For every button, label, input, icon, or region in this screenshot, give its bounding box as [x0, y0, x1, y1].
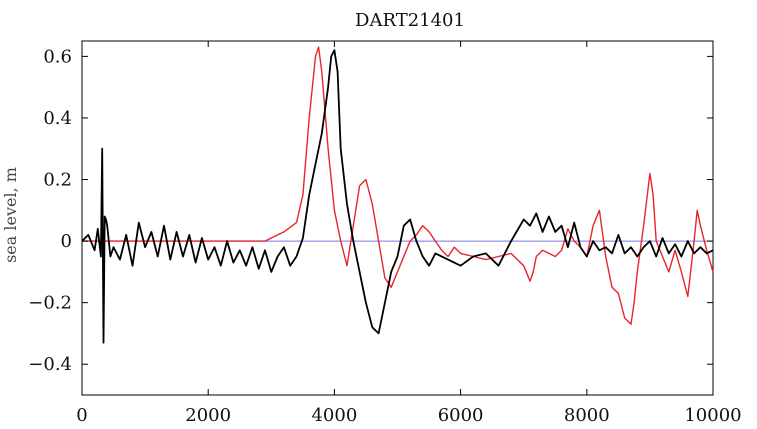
y-tick-label: 0.2 [43, 170, 72, 191]
axis-layer: 0 2000 4000 6000 8000 10000 −0.4 −0.2 0 0.2 0.4 0.6 [28, 41, 742, 426]
y-tick-label: −0.4 [28, 354, 72, 375]
x-tick-label: 10000 [684, 405, 741, 426]
plot-area-frame [81, 40, 714, 396]
series-line-2 [81, 49, 714, 344]
x-tick-label: 0 [76, 405, 87, 426]
y-tick-label: 0.6 [43, 46, 72, 67]
chart-title: DART21401 [355, 10, 465, 31]
x-tick-label: 2000 [185, 405, 231, 426]
x-tick-label: 8000 [564, 405, 610, 426]
y-tick-label: −0.2 [28, 293, 72, 314]
x-tick-label: 6000 [438, 405, 484, 426]
series-layer [81, 46, 714, 344]
series-line-1 [82, 46, 714, 325]
y-tick-label: 0 [61, 231, 72, 252]
y-axis-label: sea level, m [1, 167, 20, 263]
x-tick-label: 4000 [311, 405, 357, 426]
y-tick-label: 0.4 [43, 108, 72, 129]
